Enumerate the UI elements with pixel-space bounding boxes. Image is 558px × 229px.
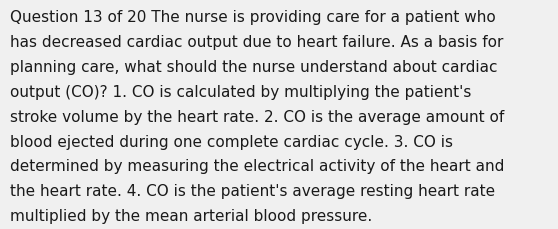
Text: stroke volume by the heart rate. 2. CO is the average amount of: stroke volume by the heart rate. 2. CO i… xyxy=(10,109,504,124)
Text: the heart rate. 4. CO is the patient's average resting heart rate: the heart rate. 4. CO is the patient's a… xyxy=(10,183,495,198)
Text: Question 13 of 20 The nurse is providing care for a patient who: Question 13 of 20 The nurse is providing… xyxy=(10,10,496,25)
Text: multiplied by the mean arterial blood pressure.: multiplied by the mean arterial blood pr… xyxy=(10,208,372,223)
Text: planning care, what should the nurse understand about cardiac: planning care, what should the nurse und… xyxy=(10,60,498,75)
Text: output (CO)? 1. CO is calculated by multiplying the patient's: output (CO)? 1. CO is calculated by mult… xyxy=(10,85,472,99)
Text: has decreased cardiac output due to heart failure. As a basis for: has decreased cardiac output due to hear… xyxy=(10,35,503,50)
Text: determined by measuring the electrical activity of the heart and: determined by measuring the electrical a… xyxy=(10,159,504,174)
Text: blood ejected during one complete cardiac cycle. 3. CO is: blood ejected during one complete cardia… xyxy=(10,134,453,149)
